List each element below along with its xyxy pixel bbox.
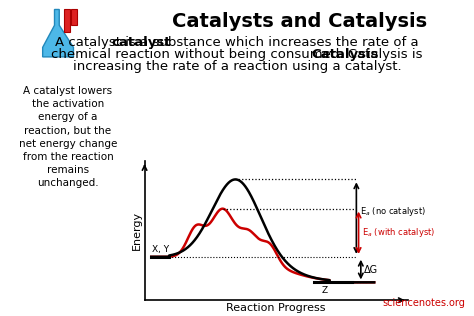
Text: chemical reaction without being consumed. Catalysis is: chemical reaction without being consumed… [51,48,423,61]
Text: E$_a$ (no catalyst): E$_a$ (no catalyst) [360,205,426,218]
Text: A catalyst lowers
the activation
energy of a
reaction, but the
net energy change: A catalyst lowers the activation energy … [19,86,117,188]
Y-axis label: Energy: Energy [132,211,142,250]
Text: Catalysis: Catalysis [311,48,379,61]
Text: Z: Z [322,286,328,295]
Text: catalyst: catalyst [111,36,171,49]
X-axis label: Reaction Progress: Reaction Progress [227,303,326,313]
Text: ΔG: ΔG [364,264,378,275]
Text: increasing the rate of a reaction using a catalyst.: increasing the rate of a reaction using … [73,60,401,73]
Text: sciencenotes.org: sciencenotes.org [382,298,465,308]
Text: E$_a$ (with catalyst): E$_a$ (with catalyst) [362,226,435,239]
Text: A catalyst is a substance which increases the rate of a: A catalyst is a substance which increase… [55,36,419,49]
Text: X, Y: X, Y [152,245,169,254]
Text: Catalysts and Catalysis: Catalysts and Catalysis [173,12,428,31]
